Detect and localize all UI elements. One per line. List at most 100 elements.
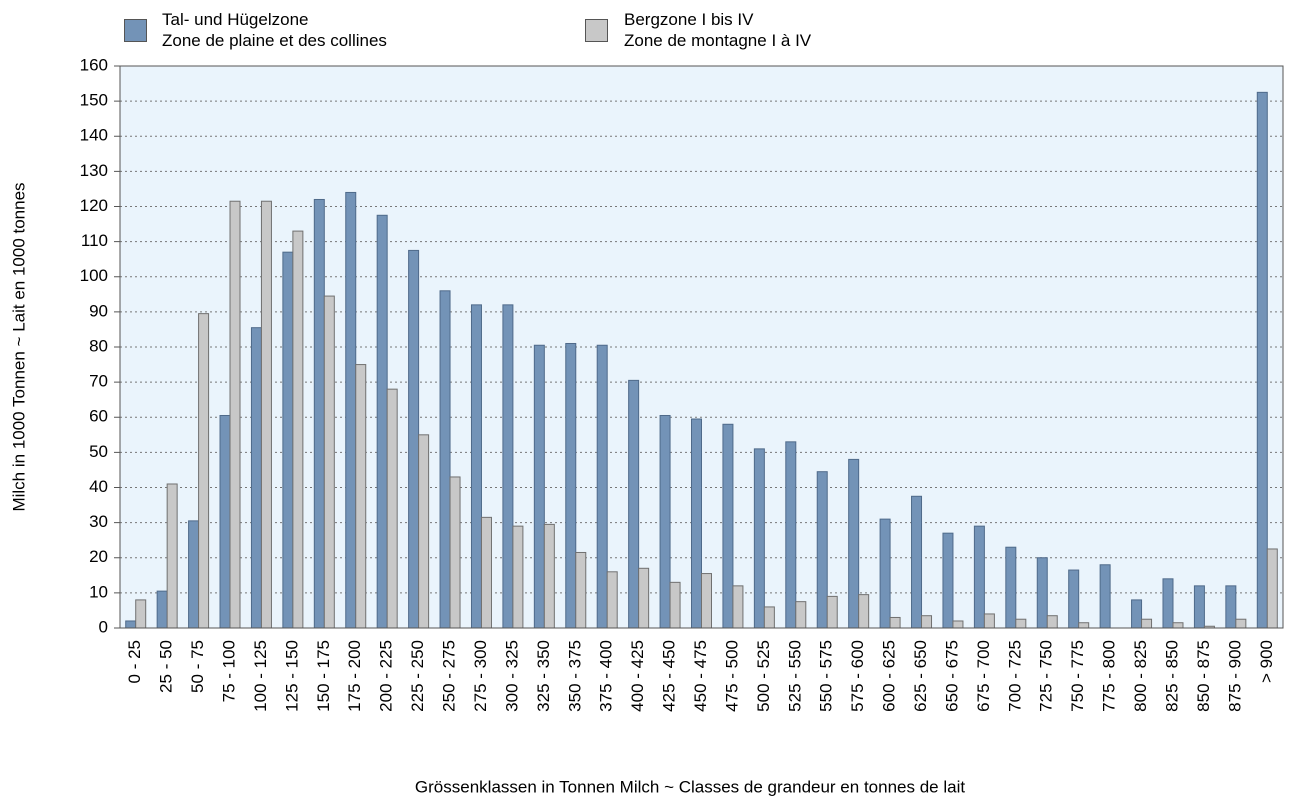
x-tick-label: 0 - 25 [125, 640, 144, 683]
bar [1256, 91, 1268, 629]
x-tick-label: 325 - 350 [534, 640, 553, 712]
bar [156, 590, 168, 629]
bar [408, 249, 420, 629]
bar [879, 518, 891, 629]
x-tick-label: 650 - 675 [942, 640, 961, 712]
x-tick-label: 350 - 375 [565, 640, 584, 712]
x-tick-label: 675 - 700 [974, 640, 993, 712]
y-tick-label: 130 [80, 161, 108, 180]
bar [1225, 585, 1237, 629]
bar [606, 571, 618, 629]
bar [722, 423, 734, 629]
y-tick-label: 90 [89, 301, 108, 320]
bar [659, 414, 671, 629]
bar [323, 295, 335, 629]
bar [1046, 615, 1058, 629]
bar [313, 198, 325, 629]
y-tick-label: 70 [89, 372, 108, 391]
bar [763, 606, 775, 629]
bar [512, 525, 524, 629]
y-tick-label: 40 [89, 477, 108, 496]
bar [418, 434, 430, 629]
bar [282, 251, 294, 629]
x-tick-label: 575 - 600 [848, 640, 867, 712]
x-tick-label: > 900 [1257, 640, 1276, 683]
y-tick-label: 110 [81, 231, 108, 250]
bar [701, 573, 712, 629]
x-tick-label: 75 - 100 [219, 640, 238, 702]
bar [1162, 578, 1174, 629]
y-tick-label: 160 [80, 55, 108, 74]
x-tick-label: 525 - 550 [785, 640, 804, 712]
x-tick-label: 150 - 175 [314, 640, 333, 712]
x-tick-label: 875 - 900 [1225, 640, 1244, 712]
x-tick-label: 700 - 725 [1005, 640, 1024, 712]
x-tick-label: 600 - 625 [880, 640, 899, 712]
bar [135, 599, 147, 629]
x-tick-label: 475 - 500 [722, 640, 741, 712]
bar [942, 532, 954, 629]
bar [1193, 585, 1205, 629]
bar [858, 594, 870, 629]
bar [386, 388, 398, 629]
x-tick-label: 200 - 225 [377, 640, 396, 712]
legend-label: Tal- und Hügelzone Zone de plaine et des… [162, 10, 387, 50]
bar [502, 304, 514, 629]
bar [439, 290, 451, 629]
x-tick-label: 800 - 825 [1131, 640, 1150, 712]
legend-label: Bergzone I bis IV Zone de montagne I à I… [624, 10, 812, 50]
bar [480, 516, 492, 629]
x-tick-label: 50 - 75 [188, 640, 207, 693]
bar [188, 520, 200, 629]
bar [753, 448, 765, 629]
bar [983, 613, 995, 629]
bar [1235, 618, 1247, 629]
legend-swatch [124, 19, 147, 42]
x-axis-title: Grössenklassen in Tonnen Milch ~ Classes… [415, 777, 965, 796]
bar [596, 344, 608, 629]
bar [638, 567, 650, 629]
x-tick-label: 625 - 650 [911, 640, 930, 712]
x-tick-label: 850 - 875 [1194, 640, 1213, 712]
x-tick-label: 225 - 250 [408, 640, 427, 712]
bar [669, 581, 681, 629]
x-tick-label: 825 - 850 [1162, 640, 1181, 712]
bar [785, 441, 797, 629]
bar [1141, 618, 1153, 629]
x-tick-label: 550 - 575 [817, 640, 836, 712]
bar [543, 523, 555, 629]
x-tick-label: 25 - 50 [157, 640, 176, 693]
bar [1068, 569, 1080, 629]
y-tick-label: 60 [89, 407, 108, 426]
bar [1036, 557, 1048, 629]
x-tick-label: 450 - 475 [691, 640, 710, 712]
bar [219, 414, 231, 629]
bar [921, 615, 933, 629]
bar [1131, 599, 1143, 629]
bar [292, 230, 304, 629]
bar [166, 483, 178, 629]
plot-frame [119, 65, 1284, 629]
bar [260, 200, 272, 629]
x-tick-label: 175 - 200 [345, 640, 364, 712]
y-tick-label: 150 [80, 91, 108, 110]
bar [198, 313, 210, 629]
bar [691, 418, 702, 629]
bar [355, 364, 367, 629]
bar [826, 595, 838, 629]
x-tick-label: 725 - 750 [1037, 640, 1056, 712]
bar [470, 304, 482, 629]
x-tick-label: 100 - 125 [251, 640, 270, 712]
legend-swatch [585, 19, 608, 42]
bar [816, 471, 828, 629]
bar [125, 620, 137, 629]
bar [1099, 564, 1111, 629]
bar [1015, 618, 1027, 629]
y-tick-label: 140 [80, 126, 108, 145]
bar [533, 344, 545, 629]
bar [1172, 622, 1184, 629]
bar [628, 379, 640, 629]
x-tick-label: 275 - 300 [471, 640, 490, 712]
